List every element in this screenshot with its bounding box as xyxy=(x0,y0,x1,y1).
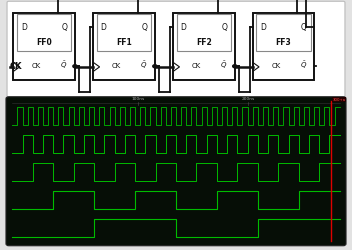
Text: $\bar{Q}$: $\bar{Q}$ xyxy=(300,60,307,71)
Text: 300+a: 300+a xyxy=(333,98,346,102)
Text: FF2: FF2 xyxy=(196,38,212,47)
Text: Q: Q xyxy=(301,22,307,32)
Text: CK: CK xyxy=(112,62,121,68)
FancyBboxPatch shape xyxy=(7,1,345,99)
Circle shape xyxy=(153,65,157,68)
Bar xyxy=(13,13,75,80)
Text: 100ns: 100ns xyxy=(132,98,145,102)
Text: FF3: FF3 xyxy=(276,38,291,47)
Text: FF1: FF1 xyxy=(116,38,132,47)
Text: $\bar{Q}$: $\bar{Q}$ xyxy=(60,60,68,71)
Text: CK: CK xyxy=(271,62,281,68)
Bar xyxy=(93,13,155,80)
Text: CK: CK xyxy=(32,62,41,68)
Circle shape xyxy=(233,65,237,68)
Bar xyxy=(173,13,235,80)
Text: D: D xyxy=(101,22,107,32)
Text: D: D xyxy=(260,22,266,32)
Bar xyxy=(253,13,314,80)
Text: D: D xyxy=(181,22,187,32)
Bar xyxy=(177,14,231,52)
Text: FF0: FF0 xyxy=(36,38,52,47)
Text: 200ns: 200ns xyxy=(241,98,254,102)
Bar xyxy=(256,14,310,52)
Text: Q: Q xyxy=(221,22,227,32)
Text: $\bar{Q}$: $\bar{Q}$ xyxy=(220,60,227,71)
Circle shape xyxy=(73,65,77,68)
Text: CK: CK xyxy=(10,62,23,72)
Text: Q: Q xyxy=(62,22,68,32)
Text: CK: CK xyxy=(191,62,201,68)
Bar xyxy=(17,14,71,52)
FancyBboxPatch shape xyxy=(6,97,346,246)
Bar xyxy=(97,14,151,52)
Text: D: D xyxy=(21,22,27,32)
Text: $\bar{Q}$: $\bar{Q}$ xyxy=(140,60,147,71)
Text: Q: Q xyxy=(142,22,147,32)
